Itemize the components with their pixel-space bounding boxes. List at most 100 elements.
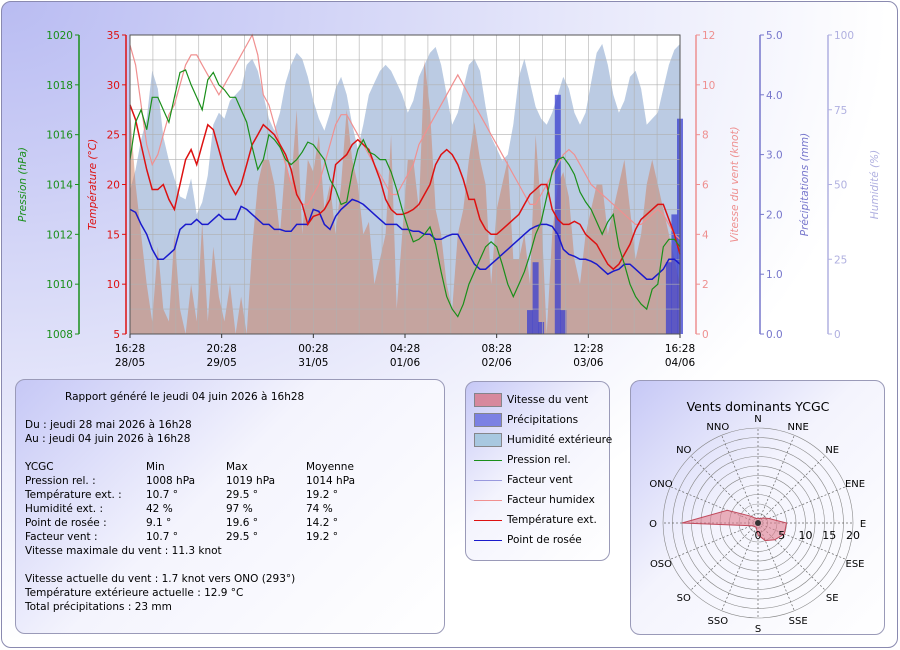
report-row-label: Facteur vent : <box>25 531 98 543</box>
temperature-tick-label: 30 <box>107 80 120 92</box>
pressure-tick-label: 1010 <box>46 279 73 291</box>
humidity-axis-title: Humidité (%) <box>869 150 881 219</box>
legend-label: Précipitations <box>507 414 579 426</box>
humidity-tick-label: 25 <box>834 254 847 266</box>
report-total-rain: Total précipitations : 23 mm <box>25 601 172 613</box>
x-tick-time: 16:28 <box>115 343 145 355</box>
pressure-tick-label: 1014 <box>46 180 73 192</box>
x-tick-time: 12:28 <box>573 343 603 355</box>
weather-chart: 16:28 28/05 20:28 29/05 00:28 31/05 04:28 01/06… <box>17 30 881 369</box>
wind-rose-direction-label: OSO <box>650 559 672 570</box>
wind-rose-direction-label: SSE <box>789 616 808 627</box>
temperature-tick-label: 35 <box>107 30 120 42</box>
wind-rose-direction-label: E <box>860 519 866 530</box>
precipitation-bar <box>532 262 539 334</box>
precipitation-bar <box>527 310 533 334</box>
temperature-line <box>129 104 681 271</box>
precipitation-bar <box>560 310 567 334</box>
temperature-tick-label: 20 <box>107 180 120 192</box>
x-tick-date: 04/06 <box>665 357 696 369</box>
humidity-tick-label: 75 <box>834 105 847 117</box>
x-tick-time: 20:28 <box>207 343 237 355</box>
humidity-tick-label: 100 <box>834 30 854 42</box>
report-current-temp: Température extérieure actuelle : 12.9 °… <box>25 587 244 599</box>
temperature-tick-label: 15 <box>107 229 120 241</box>
report-row-max: 1019 hPa <box>226 475 276 487</box>
temperature-tick-label: 25 <box>107 130 120 142</box>
wind-rose-direction-label: ONO <box>649 479 672 490</box>
pressure-tick-label: 1016 <box>46 130 73 142</box>
pressure-tick-label: 1020 <box>46 30 73 42</box>
legend-swatch <box>474 520 502 521</box>
x-tick-date: 28/05 <box>115 357 145 369</box>
report-row-label: Point de rosée : <box>25 517 107 529</box>
pressure-tick-label: 1018 <box>46 80 73 92</box>
report-row-label: Pression rel. : <box>25 475 96 487</box>
legend-label: Facteur vent <box>507 474 573 486</box>
precipitation-bar <box>554 94 561 334</box>
report-to: Au : jeudi 04 juin 2026 à 16h28 <box>25 433 191 445</box>
report-row-label: Température ext. : <box>25 489 122 501</box>
wind-rose-scale-label: 5 <box>778 529 785 542</box>
report-row-label: Humidité ext. : <box>25 503 104 515</box>
wind-rose-direction-label: NE <box>825 445 839 456</box>
temperature-tick-label: 10 <box>107 279 120 291</box>
humidity-tick-label: 50 <box>834 180 847 192</box>
legend-label: Point de rosée <box>507 534 582 546</box>
legend-label: Vitesse du vent <box>507 394 589 406</box>
rain-tick-label: 5.0 <box>766 30 783 42</box>
humidex-line <box>129 33 681 240</box>
wind-tick-label: 4 <box>702 229 709 241</box>
x-tick-time: 04:28 <box>390 343 420 355</box>
report-header-min: Min <box>146 461 165 473</box>
report-row-min: 1008 hPa <box>146 475 196 487</box>
pressure-tick-label: 1012 <box>46 229 73 241</box>
wind-rose-direction-label: SO <box>677 593 691 604</box>
legend-swatch <box>474 460 502 461</box>
wind-rose-direction-label: SSO <box>708 616 729 627</box>
rain-tick-label: 2.0 <box>766 209 783 221</box>
wind-rose-direction-label: NNO <box>706 422 729 433</box>
report-row-max: 29.5 ° <box>226 531 258 543</box>
legend-swatch <box>474 433 502 447</box>
report-current-wind: Vitesse actuelle du vent : 1.7 knot vers… <box>25 573 296 585</box>
wind-rose-direction-label: NO <box>676 445 691 456</box>
report-header-max: Max <box>226 461 248 473</box>
report-row-min: 42 % <box>146 503 173 515</box>
report-from: Du : jeudi 28 mai 2026 à 16h28 <box>25 419 192 431</box>
report-panel: Rapport généré le jeudi 04 juin 2026 à 1… <box>15 379 445 634</box>
wind-rose-center <box>755 520 761 526</box>
temperature-tick-label: 5 <box>113 329 120 341</box>
precipitation-bar <box>665 262 672 334</box>
x-tick-date: 03/06 <box>573 357 604 369</box>
x-tick-time: 16:28 <box>665 343 695 355</box>
wind-rose: Vents dominants YCGCNNNENEENEEESESESSESS… <box>649 399 866 635</box>
legend-swatch <box>474 413 502 427</box>
wind-axis-title: Vitesse du vent (knot) <box>729 126 741 242</box>
wind-rose-direction-label: S <box>755 624 761 635</box>
wind-tick-label: 8 <box>702 130 709 142</box>
pressure-axis-title: Pression (hPa) <box>17 147 29 222</box>
wind-rose-polygon <box>681 509 788 542</box>
wind-rose-title: Vents dominants YCGC <box>687 399 830 414</box>
wind-tick-label: 6 <box>702 180 709 192</box>
report-header-station: YCGC <box>25 461 54 473</box>
wind-rose-direction-label: N <box>754 414 761 425</box>
wind-rose-scale-label: 0 <box>755 529 762 542</box>
report-row-min: 10.7 ° <box>146 531 178 543</box>
report-row-min: 10.7 ° <box>146 489 178 501</box>
legend-swatch <box>474 540 502 541</box>
rain-tick-label: 3.0 <box>766 150 783 162</box>
report-row-min: 9.1 ° <box>146 517 172 529</box>
rain-tick-label: 4.0 <box>766 90 783 102</box>
wind-tick-label: 2 <box>702 279 709 291</box>
legend-label: Pression rel. <box>507 454 571 466</box>
rain-axis-title: Précipitations (mm) <box>799 133 811 237</box>
rain-tick-label: 1.0 <box>766 269 783 281</box>
legend-swatch <box>474 393 502 407</box>
wind-rose-direction-label: O <box>649 519 657 530</box>
report-row-mean: 1014 hPa <box>306 475 356 487</box>
report-row-mean: 14.2 ° <box>306 517 338 529</box>
wind-tick-label: 12 <box>702 30 715 42</box>
wind-rose-panel: Vents dominants YCGC N NNE NE ENE E ESE SE SSE S S… <box>630 380 885 635</box>
